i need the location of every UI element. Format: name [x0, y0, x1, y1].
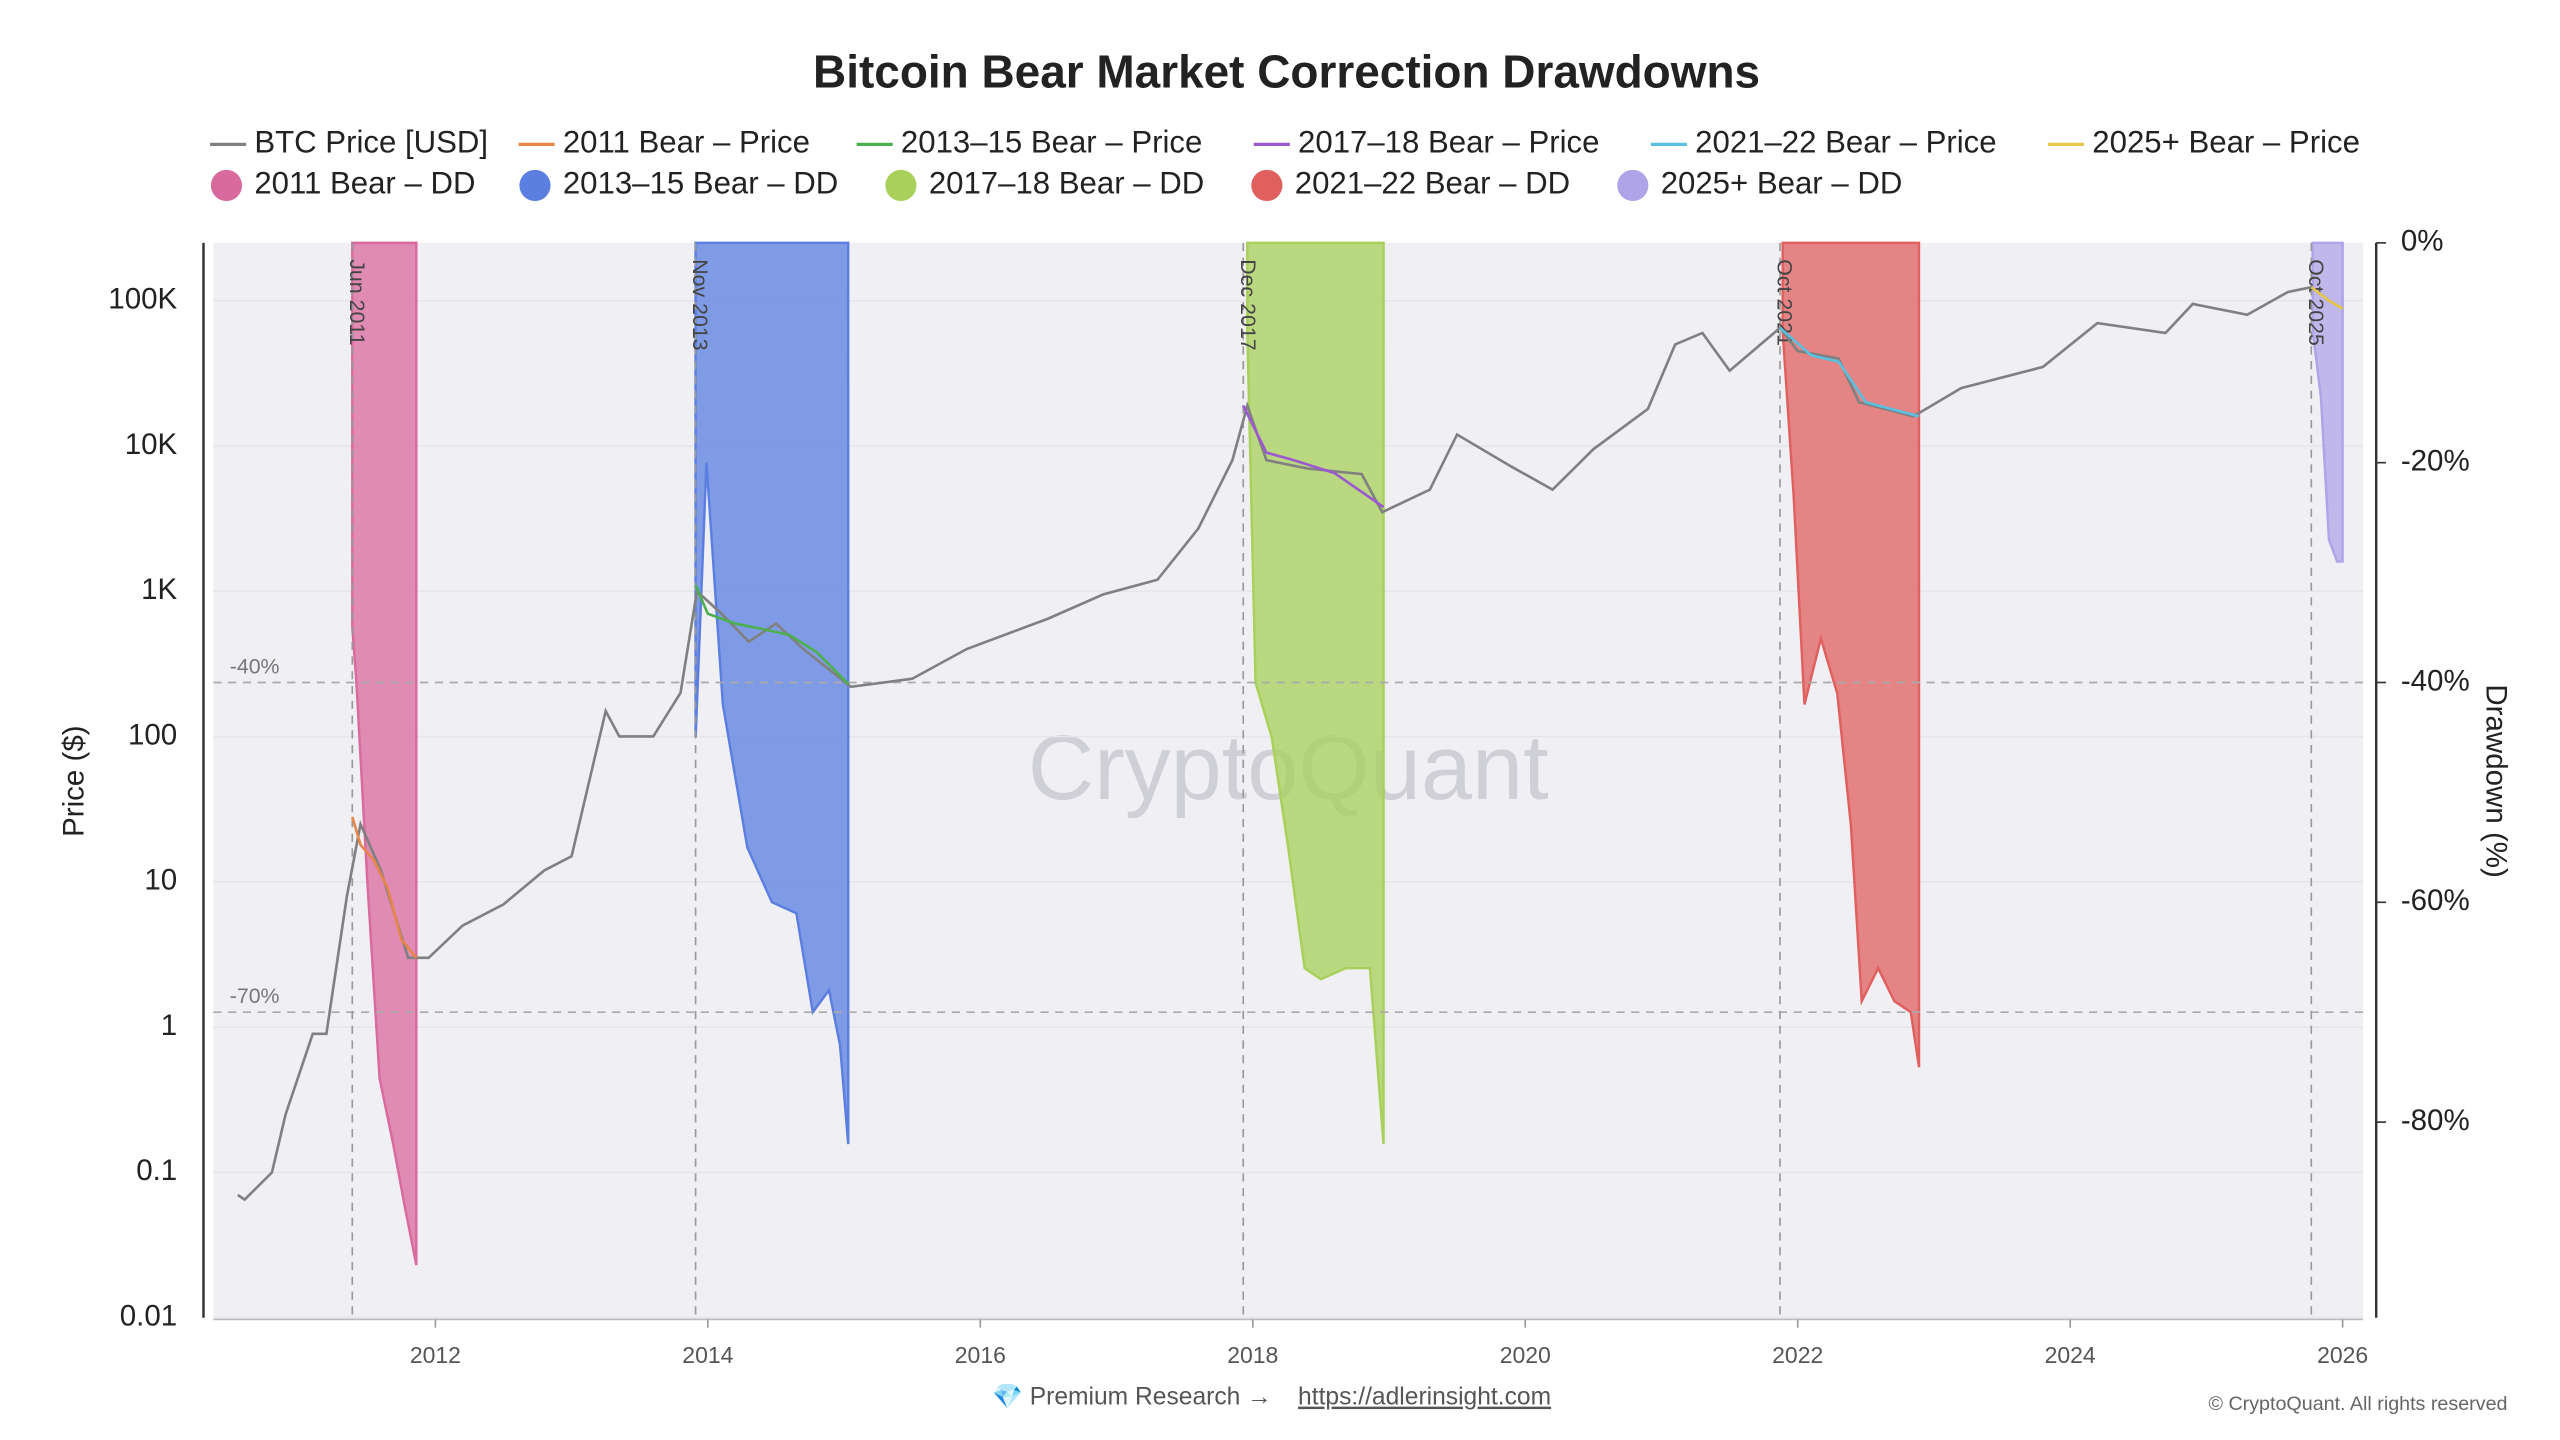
legend-label: 2013–15 Bear – Price	[901, 125, 1202, 160]
legend-label: 2025+ Bear – DD	[1661, 166, 1903, 201]
y-axis-label: Price ($)	[57, 725, 90, 837]
legend-label: 2021–22 Bear – Price	[1695, 125, 1996, 160]
drawdown-area	[1246, 241, 1385, 1145]
event-label: Oct 2025	[2304, 259, 2328, 346]
event-label: Dec 2017	[1236, 259, 1260, 350]
y2-tick-label: -20%	[2401, 444, 2470, 477]
x-tick-label: 2016	[955, 1342, 1006, 1368]
price-line	[1242, 404, 1385, 509]
y-tick-label: 1	[161, 1009, 177, 1042]
drawdown-area	[351, 241, 418, 1266]
y2-tick-label: -60%	[2401, 884, 2470, 917]
footer-link[interactable]: https://adlerinsight.com	[1298, 1384, 1551, 1411]
legend-label: 2011 Bear – DD	[254, 166, 475, 201]
event-label: Jun 2011	[345, 259, 369, 345]
x-tick-label: 2018	[1227, 1342, 1278, 1368]
y-tick-label: 10K	[125, 428, 178, 461]
x-tick-label: 2014	[682, 1342, 733, 1368]
reference-label: -40%	[230, 654, 280, 678]
y-tick-label: 100	[128, 718, 177, 751]
y2-tick-label: -40%	[2401, 664, 2470, 697]
legend-label: 2013–15 Bear – DD	[563, 166, 838, 201]
drawdown-area	[2311, 241, 2344, 563]
legend-swatch	[1617, 169, 1649, 202]
x-tick-label: 2024	[2045, 1342, 2096, 1368]
y2-tick-label: -80%	[2401, 1104, 2470, 1137]
legend-label: 2025+ Bear – Price	[2092, 125, 2360, 160]
price-line	[237, 285, 2344, 1202]
y2-tick-label: 0%	[2401, 225, 2444, 258]
footer-text: 💎 Premium Research →	[992, 1384, 1272, 1411]
y-tick-label: 100K	[108, 282, 177, 315]
drawdown-area	[1781, 241, 1921, 1068]
chart-title: Bitcoin Bear Market Correction Drawdowns	[813, 46, 1760, 98]
legend-swatch	[210, 169, 243, 202]
x-tick-label: 2012	[410, 1342, 461, 1368]
legend-label: 2011 Bear – Price	[563, 125, 810, 160]
legend-label: 2021–22 Bear – DD	[1295, 166, 1570, 201]
legend-swatch	[1251, 169, 1283, 202]
price-line	[2310, 286, 2344, 310]
legend-swatch	[519, 169, 551, 202]
legend-label: 2017–18 Bear – DD	[929, 166, 1204, 201]
legend-label: BTC Price [USD]	[254, 125, 488, 160]
price-line	[351, 816, 418, 959]
legend-swatch	[885, 169, 917, 202]
event-label: Nov 2013	[688, 259, 712, 350]
reference-label: -70%	[230, 984, 280, 1008]
drawdown-area	[694, 241, 850, 1145]
price-line	[694, 584, 850, 685]
y-tick-label: 10	[144, 864, 177, 897]
legend-label: 2017–18 Bear – Price	[1298, 125, 1599, 160]
x-tick-label: 2022	[1772, 1342, 1823, 1368]
y2-axis-label: Drawdown (%)	[2480, 684, 2513, 878]
x-tick-label: 2026	[2317, 1342, 2368, 1368]
x-tick-label: 2020	[1500, 1342, 1551, 1368]
y-tick-label: 1K	[141, 573, 177, 606]
y-tick-label: 0.1	[136, 1154, 177, 1187]
y-tick-label: 0.01	[120, 1300, 177, 1333]
price-line	[1779, 326, 1920, 418]
copyright: © CryptoQuant. All rights reserved	[2208, 1393, 2507, 1415]
